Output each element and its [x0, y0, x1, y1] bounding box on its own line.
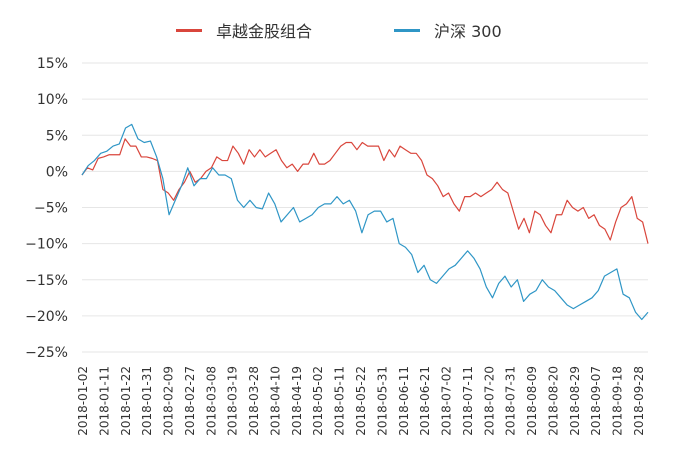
y-tick-label: −25%: [25, 345, 68, 361]
legend-swatch-portfolio: [176, 28, 202, 32]
x-tick-label: 2018-08-29: [568, 366, 582, 436]
x-tick-label: 2018-07-11: [461, 366, 475, 436]
x-tick-label: 2018-04-19: [290, 366, 304, 436]
x-tick-label: 2018-04-10: [268, 366, 282, 436]
x-tick-label: 2018-03-19: [226, 366, 240, 436]
y-tick-label: −10%: [25, 237, 68, 253]
x-tick-label: 2018-03-28: [247, 366, 261, 436]
x-tick-label: 2018-09-07: [589, 366, 603, 436]
x-tick-label: 2018-07-02: [440, 366, 454, 436]
x-tick-label: 2018-06-11: [397, 366, 411, 436]
legend-item-portfolio[interactable]: 卓越金股组合: [176, 18, 312, 42]
x-tick-label: 2018-02-27: [183, 366, 197, 436]
x-tick-label: 2018-07-20: [482, 366, 496, 436]
legend-label-portfolio: 卓越金股组合: [216, 22, 313, 41]
x-tick-label: 2018-01-31: [140, 366, 154, 436]
x-tick-label: 2018-01-22: [119, 366, 133, 436]
x-tick-label: 2018-06-21: [418, 366, 432, 436]
legend-label-csi300: 沪深 300: [434, 22, 502, 41]
legend-item-csi300[interactable]: 沪深 300: [394, 18, 502, 42]
x-tick-label: 2018-08-09: [525, 366, 539, 436]
y-tick-label: 0%: [46, 164, 68, 180]
series-line-csi300: [81, 123, 649, 321]
x-tick-label: 2018-05-11: [333, 366, 347, 436]
x-tick-label: 2018-07-31: [504, 366, 518, 436]
x-tick-label: 2018-02-09: [162, 366, 176, 436]
x-tick-label: 2018-08-20: [546, 366, 560, 436]
y-tick-label: −5%: [34, 201, 68, 217]
series-line-portfolio: [81, 138, 649, 244]
x-tick-label: 2018-01-11: [97, 366, 111, 436]
x-tick-label: 2018-09-18: [611, 366, 625, 436]
x-tick-label: 2018-03-08: [204, 366, 218, 436]
y-tick-label: −15%: [25, 273, 68, 289]
y-tick-label: 15%: [37, 56, 68, 72]
y-tick-label: 5%: [46, 128, 68, 144]
chart-legend: 卓越金股组合 沪深 300: [0, 18, 690, 46]
y-tick-label: −20%: [25, 309, 68, 325]
legend-swatch-csi300: [394, 28, 420, 32]
x-tick-label: 2018-09-28: [632, 366, 646, 436]
x-tick-label: 2018-05-02: [311, 366, 325, 436]
y-tick-label: 10%: [37, 92, 68, 108]
x-tick-label: 2018-01-02: [76, 366, 90, 436]
x-tick-label: 2018-05-22: [354, 366, 368, 436]
x-tick-label: 2018-05-31: [375, 366, 389, 436]
